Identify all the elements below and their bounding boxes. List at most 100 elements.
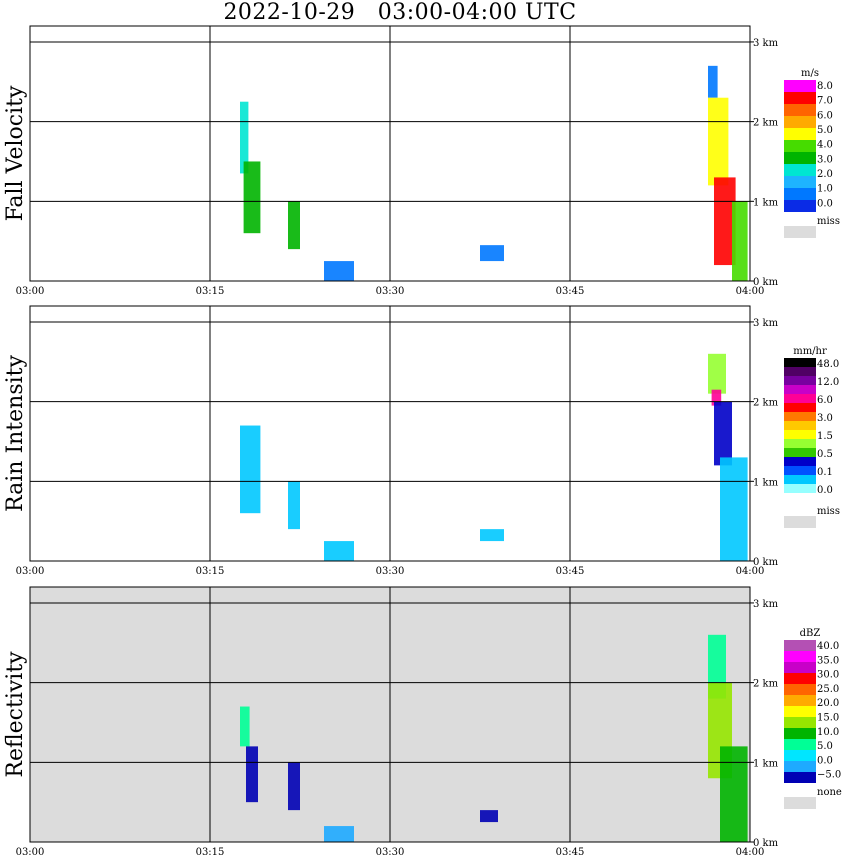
colorbar-swatch [784, 684, 816, 695]
colorbar-swatch [784, 717, 816, 728]
y-tick-label: 1 km [753, 758, 779, 769]
colorbar-label: 12.0 [817, 377, 839, 388]
x-tick-label: 03:45 [556, 286, 585, 297]
colorbar-missing-swatch [784, 516, 816, 528]
y-tick-label: 3 km [753, 599, 779, 610]
colorbar-label: −5.0 [817, 770, 841, 781]
colorbar-label: 25.0 [817, 684, 839, 695]
colorbar-swatch [784, 116, 816, 128]
plot-frame [29, 586, 751, 843]
panel-label: Rain Intensity [3, 354, 28, 511]
colorbar-unit: mm/hr [793, 346, 827, 357]
echo-cell [708, 65, 718, 98]
plot-frame [29, 305, 751, 562]
x-tick-label: 04:00 [736, 847, 765, 858]
colorbar-swatch [784, 176, 816, 188]
echo-cell [288, 762, 300, 811]
colorbar-swatch [784, 772, 816, 783]
colorbar-swatch [784, 651, 816, 662]
echo-cell [240, 706, 250, 747]
y-tick-label: 1 km [753, 477, 779, 488]
colorbar-label: 5.0 [817, 125, 833, 136]
echo-cell [324, 826, 354, 842]
colorbar-swatch [784, 104, 816, 116]
colorbar-swatch [784, 706, 816, 717]
colorbar-swatch [784, 673, 816, 684]
y-tick-label: 0 km [753, 557, 779, 568]
colorbar-label: 30.0 [817, 670, 839, 681]
y-tick-label: 0 km [753, 277, 779, 288]
panel-label: Fall Velocity [3, 85, 28, 221]
echo-cell [714, 177, 736, 266]
colorbar-missing-label: miss [817, 506, 840, 517]
colorbar-swatch [784, 430, 816, 439]
colorbar-label: 5.0 [817, 741, 833, 752]
colorbar-swatch [784, 484, 816, 493]
colorbar-label: 1.0 [817, 184, 833, 195]
colorbar-label: 0.0 [817, 485, 833, 496]
echo-cell [240, 425, 261, 514]
echo-cell [720, 746, 748, 842]
y-tick-label: 2 km [753, 118, 779, 129]
echo-cell [240, 101, 249, 174]
colorbar-1: m/s 8.0 7.0 6.0 5.0 4.0 3.0 2.0 1.0 0.0 miss [784, 68, 840, 238]
x-tick-label: 03:30 [376, 847, 405, 858]
colorbar-label: 0.5 [817, 449, 833, 460]
x-tick-label: 04:00 [736, 286, 765, 297]
colorbar-swatch [784, 493, 816, 502]
x-tick-label: 03:30 [376, 286, 405, 297]
colorbar-swatch [784, 394, 816, 403]
colorbar-swatch [784, 412, 816, 421]
echo-cell [480, 810, 498, 823]
echo-cell [480, 245, 504, 262]
colorbar-label: 15.0 [817, 713, 839, 724]
colorbar-label: 0.1 [817, 467, 833, 478]
panel-label: Reflectivity [3, 651, 28, 778]
colorbar-swatch [784, 376, 816, 385]
colorbar-swatch [784, 80, 816, 92]
echo-cell [714, 401, 732, 466]
colorbar-label: 3.0 [817, 154, 833, 165]
colorbar-label: 6.0 [817, 110, 833, 121]
colorbar-swatch [784, 385, 816, 394]
colorbar-label: 8.0 [817, 81, 833, 92]
colorbar-missing-label: none [817, 787, 842, 798]
colorbar-label: 0.0 [817, 755, 833, 766]
colorbar-label: 48.0 [817, 359, 839, 370]
y-tick-label: 2 km [753, 398, 779, 409]
echo-cell [711, 389, 722, 406]
echo-cell [288, 481, 300, 530]
echo-cell [324, 541, 354, 561]
colorbar-label: 35.0 [817, 655, 839, 666]
y-tick-label: 3 km [753, 318, 779, 329]
echo-cell [708, 353, 726, 394]
colorbar-swatch [784, 761, 816, 772]
x-tick-label: 03:00 [16, 566, 45, 577]
colorbar-3: dBZ 40.0 35.0 30.0 25.0 20.0 15.0 10.0 5.0 0.0 −5.… [784, 628, 842, 809]
colorbar-swatch [784, 358, 816, 367]
x-tick-label: 03:15 [196, 847, 225, 858]
x-tick-label: 03:00 [16, 286, 45, 297]
colorbar-swatch [784, 164, 816, 176]
colorbar-label: 10.0 [817, 727, 839, 738]
colorbar-missing-swatch [784, 226, 816, 238]
colorbar-swatch [784, 188, 816, 200]
echo-cell [243, 161, 261, 234]
colorbar-swatch [784, 475, 816, 484]
colorbar-unit: m/s [801, 68, 819, 79]
colorbar-missing-swatch [784, 797, 816, 809]
colorbar-swatch [784, 92, 816, 104]
echo-cell [708, 97, 729, 186]
echo-cell [324, 261, 354, 281]
x-tick-label: 04:00 [736, 566, 765, 577]
colorbar-swatch [784, 439, 816, 448]
colorbar-swatch [784, 403, 816, 412]
panel-fall-velocity: 0 km 1 km 2 km 3 km 03:00 03:15 03:30 03:45 04:0… [3, 25, 779, 297]
y-tick-label: 3 km [753, 38, 779, 49]
colorbar-swatch [784, 739, 816, 750]
echo-cell [246, 746, 258, 803]
colorbar-swatch [784, 457, 816, 466]
colorbar-swatch [784, 750, 816, 761]
colorbar-swatch [784, 152, 816, 164]
colorbar-swatch [784, 448, 816, 457]
